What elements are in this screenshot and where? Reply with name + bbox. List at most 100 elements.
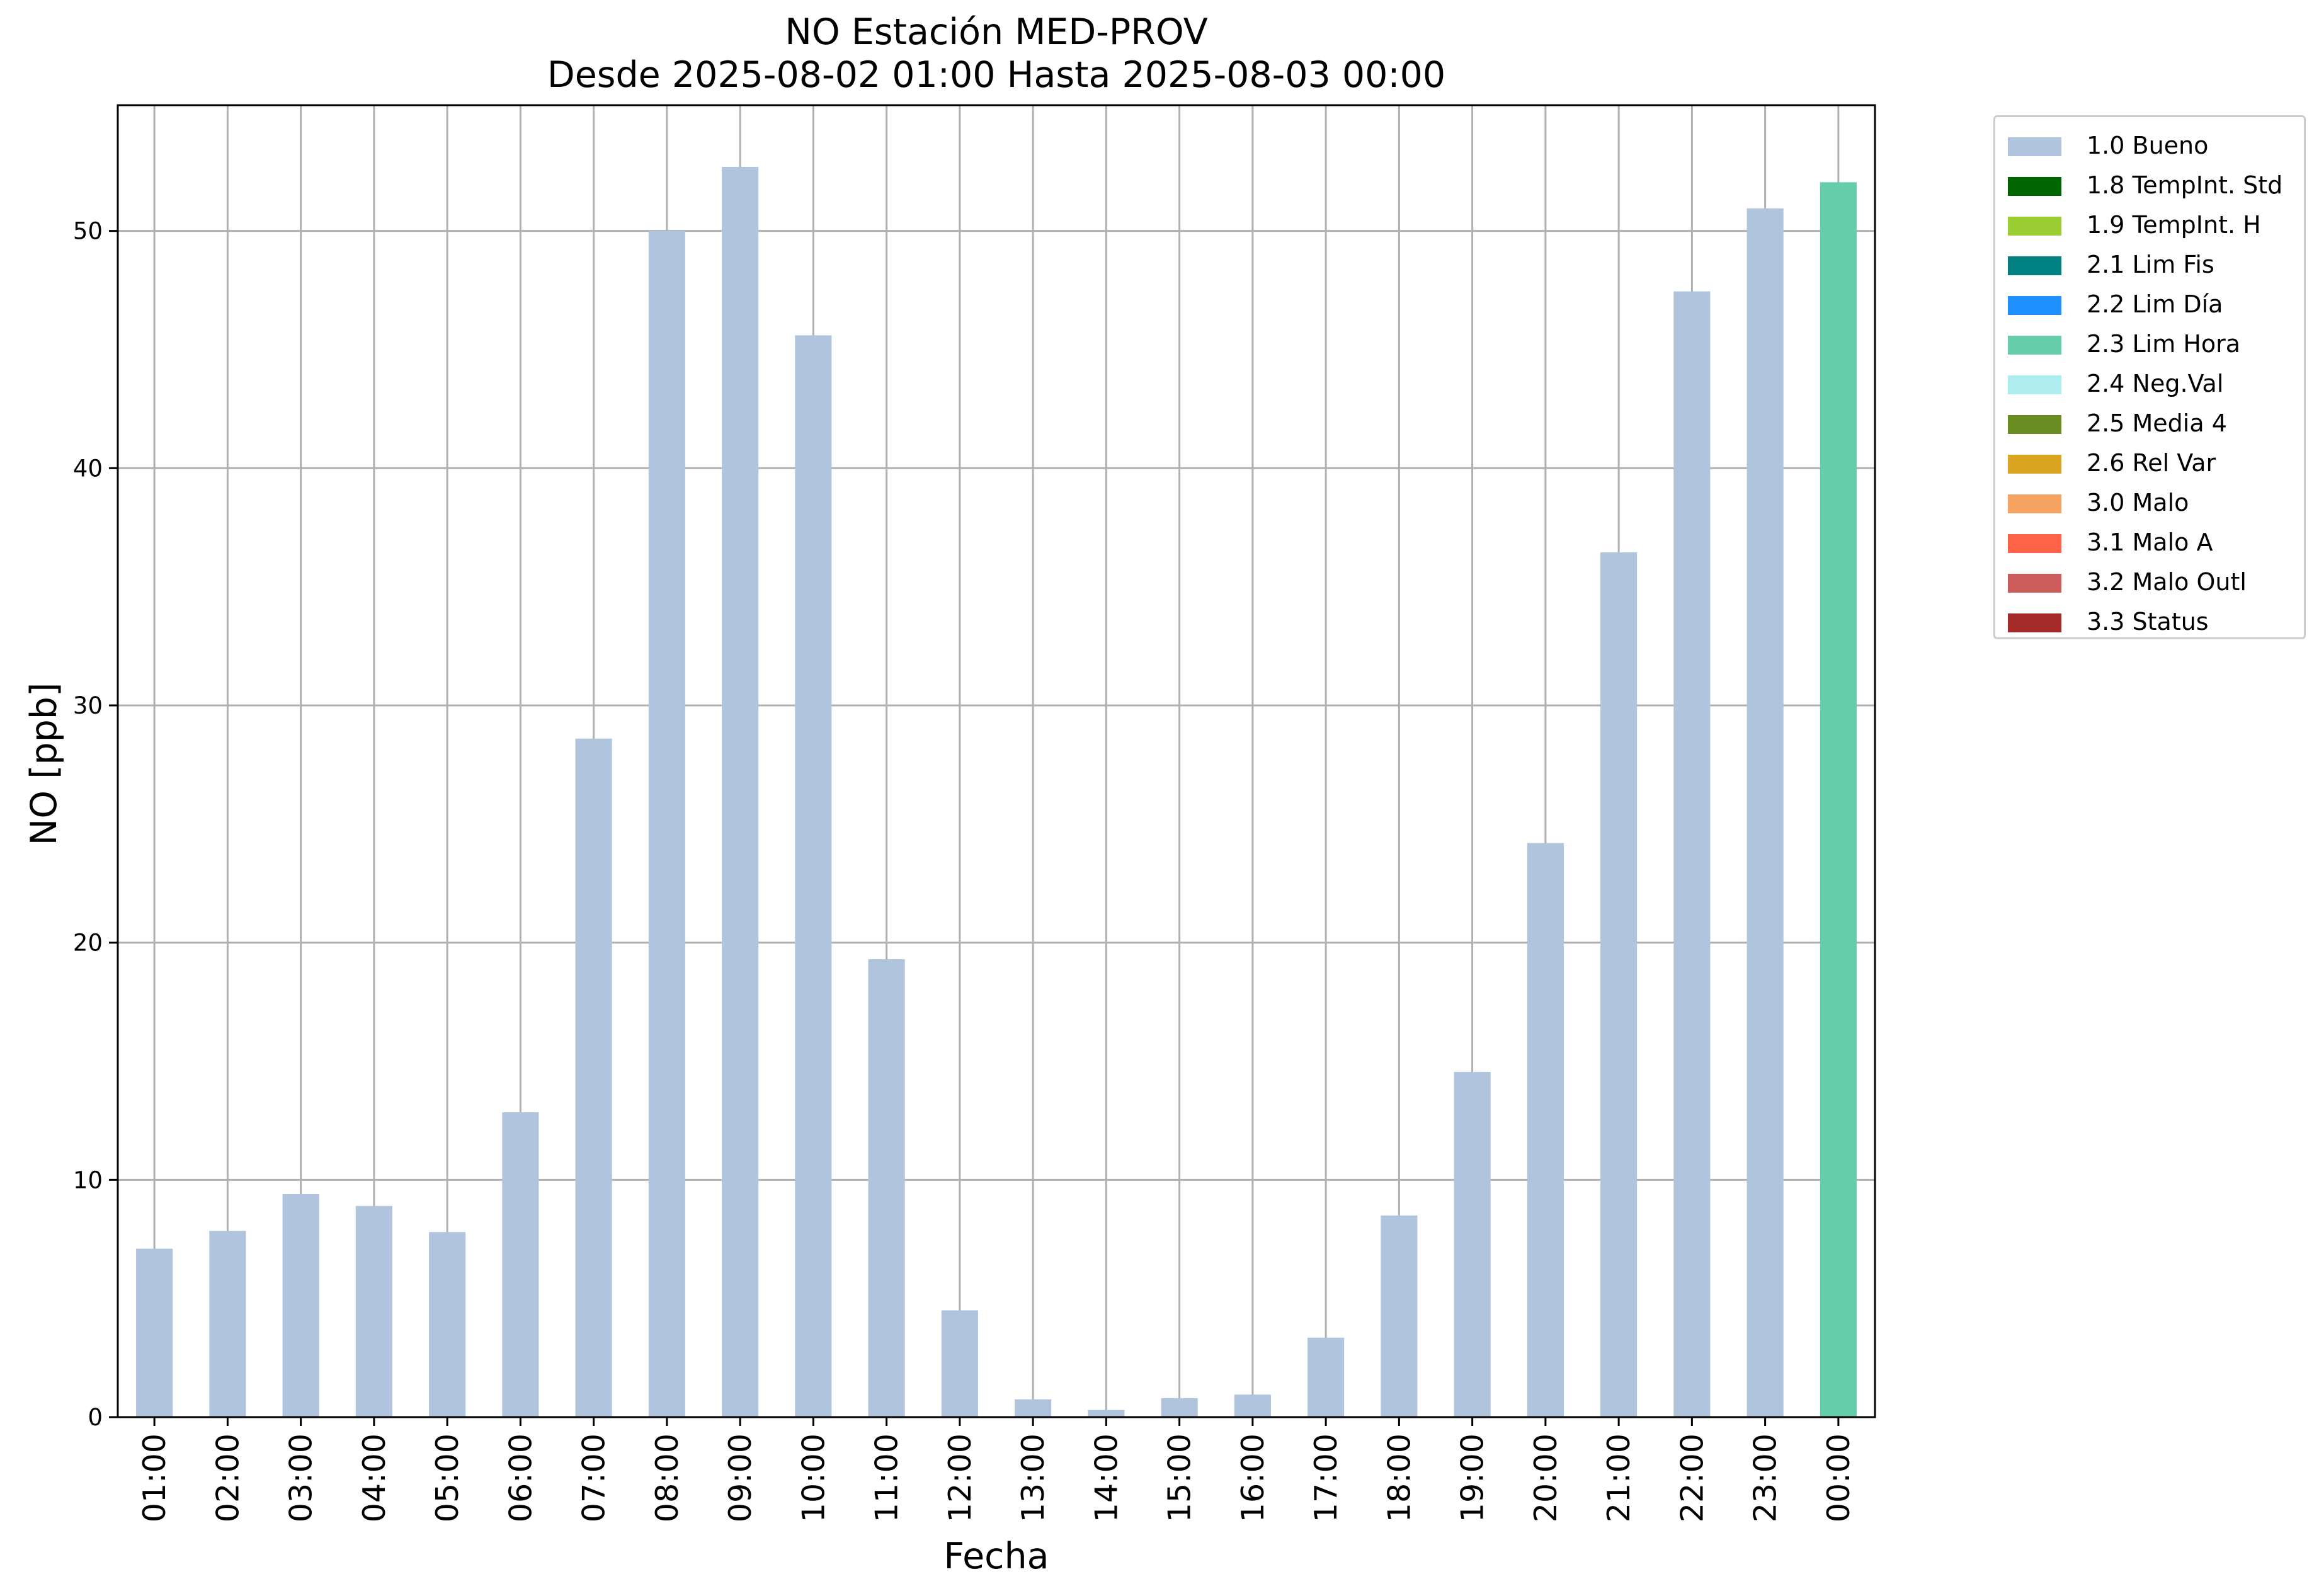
legend-swatch (2008, 336, 2061, 355)
x-tick-label: 07:00 (576, 1434, 612, 1522)
x-tick-label: 16:00 (1235, 1434, 1271, 1522)
legend-item: 3.2 Malo Outl (2008, 562, 2304, 602)
legend-item: 2.5 Media 4 (2008, 404, 2304, 443)
y-tick-label: 30 (73, 692, 103, 719)
legend-label: 2.2 Lim Día (2087, 290, 2223, 318)
x-tick-label: 09:00 (722, 1434, 758, 1522)
y-tick-label: 20 (73, 930, 103, 957)
legend-swatch (2008, 296, 2061, 315)
x-tick-label: 19:00 (1455, 1434, 1491, 1522)
bar (1527, 843, 1564, 1417)
x-tick-label: 21:00 (1601, 1434, 1637, 1522)
legend-swatch (2008, 415, 2061, 434)
legend-swatch (2008, 256, 2061, 275)
bar (575, 738, 612, 1417)
bar (868, 959, 905, 1417)
x-tick-label: 04:00 (356, 1434, 392, 1522)
bar (1600, 552, 1638, 1417)
legend: 1.0 Bueno 1.8 TempInt. Std 1.9 TempInt. H 2… (1993, 115, 2306, 639)
legend-item: 2.4 Neg.Val (2008, 364, 2304, 404)
bar (502, 1112, 539, 1417)
x-tick-label: 23:00 (1748, 1434, 1784, 1522)
legend-item: 2.2 Lim Día (2008, 285, 2304, 324)
y-tick-label: 50 (73, 218, 103, 245)
legend-item: 3.1 Malo A (2008, 523, 2304, 562)
bar (722, 166, 759, 1417)
legend-swatch (2008, 137, 2061, 156)
legend-label: 3.1 Malo A (2087, 528, 2213, 556)
legend-item: 2.3 Lim Hora (2008, 324, 2304, 364)
y-axis: 0 10 20 30 40 50 (73, 218, 118, 1431)
legend-item: 1.9 TempInt. H (2008, 205, 2304, 245)
legend-swatch (2008, 455, 2061, 474)
legend-item: 2.1 Lim Fis (2008, 245, 2304, 285)
plot-frame (117, 104, 1876, 1418)
x-tick-label: 12:00 (942, 1434, 978, 1522)
legend-item: 1.0 Bueno (2008, 126, 2304, 166)
y-axis-label: NO [ppb] (23, 682, 65, 846)
legend-label: 1.9 TempInt. H (2087, 211, 2261, 239)
legend-swatch (2008, 177, 2061, 196)
x-tick-label: 18:00 (1381, 1434, 1417, 1522)
legend-swatch (2008, 613, 2061, 632)
x-tick-label: 15:00 (1162, 1434, 1198, 1522)
bar (282, 1194, 319, 1417)
legend-item: 2.6 Rel Var (2008, 443, 2304, 483)
legend-label: 2.3 Lim Hora (2087, 330, 2241, 358)
legend-item: 1.8 TempInt. Std (2008, 166, 2304, 205)
bar (355, 1206, 392, 1417)
x-tick-label: 20:00 (1528, 1434, 1564, 1522)
x-tick-label: 06:00 (503, 1434, 538, 1522)
x-tick-label: 17:00 (1308, 1434, 1344, 1522)
legend-swatch (2008, 574, 2061, 593)
legend-item: 3.0 Malo (2008, 483, 2304, 523)
x-tick-label: 11:00 (869, 1434, 905, 1522)
legend-swatch (2008, 217, 2061, 236)
chart-title: NO Estación MED-PROV (785, 11, 1208, 53)
bar (429, 1232, 466, 1417)
bar (1234, 1394, 1271, 1417)
bar (136, 1248, 173, 1417)
bar (648, 231, 685, 1418)
legend-label: 2.4 Neg.Val (2087, 370, 2224, 397)
legend-label: 3.2 Malo Outl (2087, 568, 2247, 596)
x-tick-label: 10:00 (795, 1434, 831, 1522)
legend-swatch (2008, 494, 2061, 513)
bar (941, 1310, 978, 1417)
bar (795, 335, 832, 1417)
legend-item: 3.3 Status (2008, 602, 2304, 642)
bar (1820, 182, 1857, 1417)
y-tick-label: 10 (73, 1166, 103, 1194)
bar (1088, 1410, 1125, 1417)
x-tick-label: 05:00 (430, 1434, 465, 1522)
y-tick-label: 0 (88, 1404, 103, 1431)
chart-subtitle: Desde 2025-08-02 01:00 Hasta 2025-08-03 … (547, 54, 1446, 96)
legend-label: 1.8 TempInt. Std (2087, 171, 2283, 199)
x-tick-label: 08:00 (649, 1434, 685, 1522)
x-tick-label: 22:00 (1674, 1434, 1710, 1522)
legend-swatch (2008, 534, 2061, 553)
x-tick-label: 03:00 (283, 1434, 319, 1522)
y-tick-label: 40 (73, 455, 103, 482)
x-tick-label: 00:00 (1821, 1434, 1857, 1522)
x-axis: 01:00 02:00 03:00 04:00 05:00 06:00 07:00 08:00… (137, 1417, 1857, 1522)
bar (1015, 1399, 1052, 1417)
legend-label: 1.0 Bueno (2087, 132, 2209, 159)
bar (1161, 1398, 1198, 1417)
x-tick-label: 02:00 (210, 1434, 246, 1522)
legend-label: 2.5 Media 4 (2087, 409, 2227, 437)
legend-label: 2.1 Lim Fis (2087, 251, 2214, 278)
bar (1454, 1071, 1491, 1417)
legend-swatch (2008, 375, 2061, 394)
bar (1673, 291, 1711, 1417)
x-tick-label: 13:00 (1015, 1434, 1051, 1522)
bar (209, 1231, 246, 1417)
bars (136, 166, 1857, 1418)
x-tick-label: 01:00 (137, 1434, 173, 1522)
bar (1746, 208, 1784, 1417)
legend-label: 3.0 Malo (2087, 489, 2189, 516)
legend-label: 2.6 Rel Var (2087, 449, 2216, 477)
bar (1308, 1337, 1345, 1417)
x-tick-label: 14:00 (1088, 1434, 1124, 1522)
